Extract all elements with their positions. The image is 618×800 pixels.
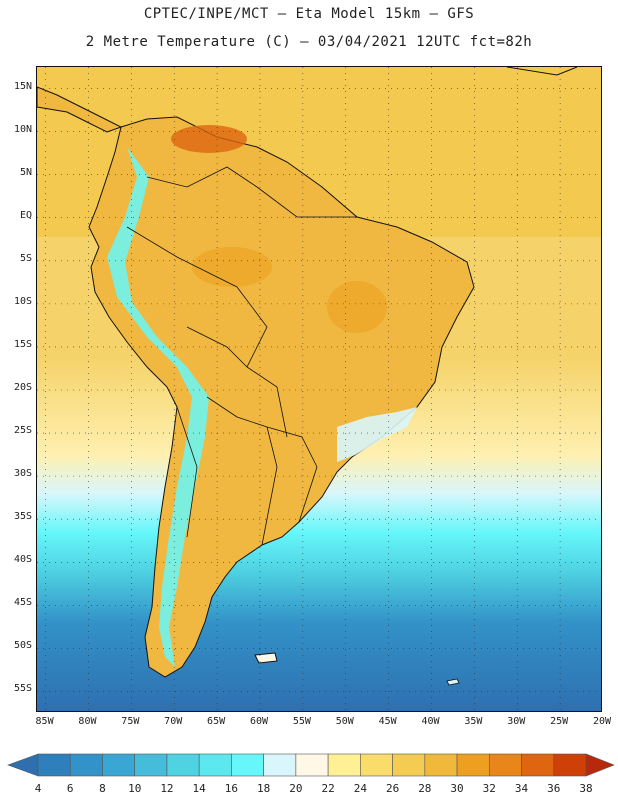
lat-label: 35S	[13, 511, 32, 523]
colorbar-tick-label: 26	[385, 782, 400, 795]
colorbar-swatch	[198, 753, 232, 777]
colorbar-swatch	[134, 753, 168, 777]
lat-label: 5N	[19, 166, 32, 178]
colorbar-swatch	[69, 753, 103, 777]
colorbar-tick-label: 38	[579, 782, 593, 795]
lat-lon-grid	[37, 67, 601, 711]
lon-label: 75W	[121, 716, 140, 727]
colorbar-tick-label: 34	[514, 782, 529, 795]
temperature-map[interactable]	[36, 66, 602, 712]
hot-spot-amazon	[192, 247, 272, 287]
colorbar-swatch	[521, 753, 555, 777]
lat-label: 15S	[13, 338, 32, 350]
lat-label: 15N	[13, 80, 32, 92]
colorbar-swatch	[360, 753, 393, 777]
chart-subtitle: 2 Metre Temperature (C) – 03/04/2021 12U…	[85, 34, 533, 50]
colorbar-tick-label: 8	[99, 782, 106, 795]
southeast-cool-coast	[337, 407, 417, 462]
lat-label: 40S	[13, 554, 32, 566]
colorbar-tick-label: 36	[547, 782, 561, 795]
hot-spot-venezuela	[171, 125, 247, 153]
lon-label: 30W	[507, 716, 526, 727]
colorbar-swatch	[553, 753, 587, 777]
colorbar-swatch	[424, 753, 458, 777]
lon-label: 70W	[164, 716, 183, 727]
lat-label: 55S	[13, 683, 32, 695]
colorbar-tick-label: 12	[160, 782, 174, 795]
map-canvas	[37, 67, 601, 711]
colorbar-swatch	[327, 753, 361, 777]
central-america-landmass	[37, 86, 123, 133]
chart-title: CPTEC/INPE/MCT – Eta Model 15km – GFS	[143, 6, 475, 22]
colorbar-tick-label: 10	[128, 782, 142, 795]
south-america-landmass	[88, 116, 475, 678]
colorbar-tick-label: 24	[353, 782, 367, 795]
colorbar-tick-label: 18	[257, 782, 271, 795]
andes-cold-region	[107, 147, 209, 667]
lat-label: 30S	[13, 468, 32, 480]
colorbar-swatch	[295, 753, 329, 777]
colorbar-swatch	[488, 753, 522, 777]
lat-label: EQ	[19, 209, 32, 221]
colorbar-tick-label: 30	[450, 782, 464, 795]
colorbar-swatch	[231, 753, 264, 777]
colorbar-tick-label: 28	[418, 782, 432, 795]
lat-label: 10N	[13, 123, 32, 135]
colorbar-swatch	[166, 753, 200, 777]
colorbar-arrow-high	[585, 753, 615, 777]
lon-label: 85W	[35, 716, 54, 727]
caribbean-islands	[506, 67, 578, 76]
colorbar-tick-label: 14	[192, 782, 206, 795]
hot-spot-northeast	[327, 281, 387, 333]
lon-label: 80W	[78, 716, 97, 727]
lat-label: 25S	[13, 425, 32, 437]
lat-label: 5S	[19, 252, 32, 264]
colorbar-tick-label: 22	[321, 782, 335, 795]
lon-label: 20W	[592, 716, 612, 727]
lon-label: 35W	[464, 716, 483, 727]
colorbar	[7, 753, 615, 777]
falklands-island	[254, 652, 278, 664]
lon-label: 55W	[292, 716, 311, 727]
lat-label: 50S	[13, 640, 32, 652]
colorbar-arrow-low	[7, 753, 39, 777]
colorbar-tick-label: 4	[34, 782, 42, 795]
lon-label: 45W	[378, 716, 397, 727]
lat-label: 10S	[13, 295, 32, 307]
lat-label: 45S	[13, 597, 32, 609]
lon-label: 60W	[249, 716, 268, 727]
colorbar-swatch	[392, 753, 426, 777]
colorbar-swatch	[37, 753, 71, 777]
colorbar-tick-label: 16	[224, 782, 239, 795]
colorbar-swatch	[456, 753, 490, 777]
colorbar-tick-label: 20	[289, 782, 303, 795]
lon-label: 50W	[335, 716, 354, 727]
colorbar-tick-label: 6	[66, 782, 74, 795]
south-georgia-island	[446, 678, 460, 686]
lon-label: 65W	[207, 716, 226, 727]
lon-label: 25W	[550, 716, 569, 727]
colorbar-swatch	[263, 753, 297, 777]
lon-label: 40W	[421, 716, 440, 727]
colorbar-tick-label: 32	[482, 782, 496, 795]
lat-label: 20S	[13, 382, 32, 393]
colorbar-swatch	[102, 753, 136, 777]
